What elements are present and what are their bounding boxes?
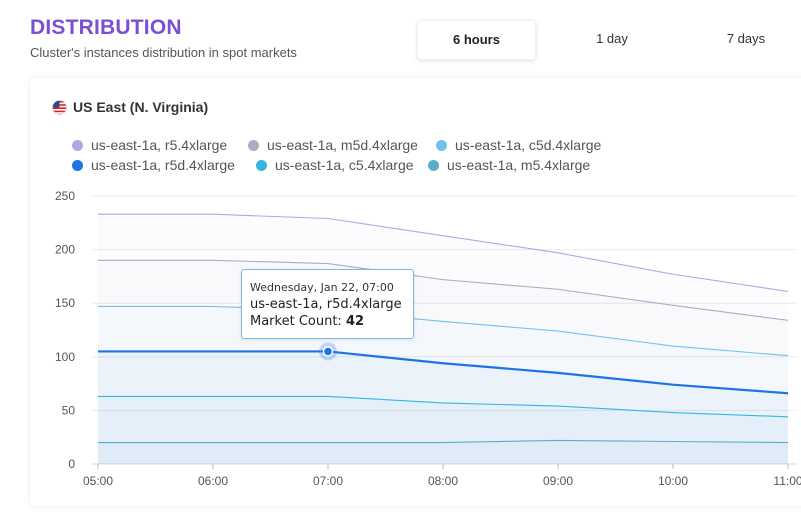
legend-label: us-east-1a, r5d.4xlarge	[91, 157, 235, 173]
legend-dot	[428, 159, 439, 171]
legend-label: us-east-1a, c5.4xlarge	[275, 157, 414, 173]
legend-item-m5-4xlarge[interactable]: us-east-1a, m5.4xlarge	[428, 157, 590, 173]
series-line	[98, 213, 789, 292]
tab-6-hours[interactable]: 6 hours	[417, 20, 536, 60]
series-line	[98, 350, 789, 395]
legend-dot	[436, 139, 447, 151]
series-area	[98, 440, 788, 464]
tab-7-days[interactable]: 7 days	[726, 31, 766, 46]
x-tick-label: 05:00	[83, 474, 113, 488]
legend-item-m5d-4xlarge[interactable]: us-east-1a, m5d.4xlarge	[248, 137, 418, 153]
series-line	[98, 305, 789, 357]
series-line	[98, 395, 789, 418]
region-label: US East (N. Virginia)	[73, 99, 209, 115]
legend-item-c5d-4xlarge[interactable]: us-east-1a, c5d.4xlarge	[436, 137, 601, 153]
y-tick-label: 250	[55, 189, 75, 203]
region-header: US East (N. Virginia)	[52, 99, 208, 115]
us-flag-icon	[52, 99, 67, 115]
series-line	[98, 439, 789, 444]
legend-item-r5d-4xlarge[interactable]: us-east-1a, r5d.4xlarge	[72, 157, 235, 173]
tooltip-series: us-east-1a, r5d.4xlarge	[250, 297, 402, 312]
legend-label: us-east-1a, r5.4xlarge	[91, 137, 228, 153]
tooltip-count: Market Count: 42	[250, 314, 364, 329]
tooltip-count-value: 42	[345, 314, 365, 329]
tooltip-date: Wednesday, Jan 22, 07:00	[250, 281, 394, 294]
y-tick-label: 150	[55, 296, 75, 310]
tab-1-day[interactable]: 1 day	[596, 31, 628, 46]
y-tick-label: 100	[55, 350, 75, 364]
legend-item-c5-4xlarge[interactable]: us-east-1a, c5.4xlarge	[256, 157, 414, 173]
legend-dot	[256, 159, 267, 171]
x-tick-label: 06:00	[198, 474, 228, 488]
y-tick-label: 50	[62, 403, 76, 417]
x-tick-label: 07:00	[313, 474, 343, 488]
legend-label: us-east-1a, m5d.4xlarge	[267, 137, 418, 153]
legend-item-r5-4xlarge[interactable]: us-east-1a, r5.4xlarge	[72, 137, 227, 153]
chart-tooltip: Wednesday, Jan 22, 07:00 us-east-1a, r5d…	[241, 269, 414, 339]
tooltip-count-label: Market Count:	[250, 314, 342, 329]
y-tick-label: 200	[55, 243, 75, 257]
highlight-point	[322, 346, 334, 357]
x-tick-label: 11:00	[773, 474, 801, 488]
x-tick-label: 09:00	[543, 474, 573, 488]
legend-dot	[72, 139, 83, 151]
y-tick-label: 0	[68, 457, 75, 471]
series-line	[98, 259, 789, 321]
x-tick-label: 08:00	[428, 474, 458, 488]
page-title: DISTRIBUTION	[30, 16, 182, 39]
distribution-panel	[30, 78, 801, 506]
time-range-tabs: 6 hours 1 day 7 days	[417, 20, 801, 60]
x-tick-label: 10:00	[658, 474, 688, 488]
legend-dot	[72, 159, 83, 171]
legend-dot	[248, 139, 259, 151]
page-subtitle: Cluster's instances distribution in spot…	[30, 45, 297, 60]
legend-label: us-east-1a, c5d.4xlarge	[455, 137, 602, 153]
legend-label: us-east-1a, m5.4xlarge	[447, 157, 591, 173]
